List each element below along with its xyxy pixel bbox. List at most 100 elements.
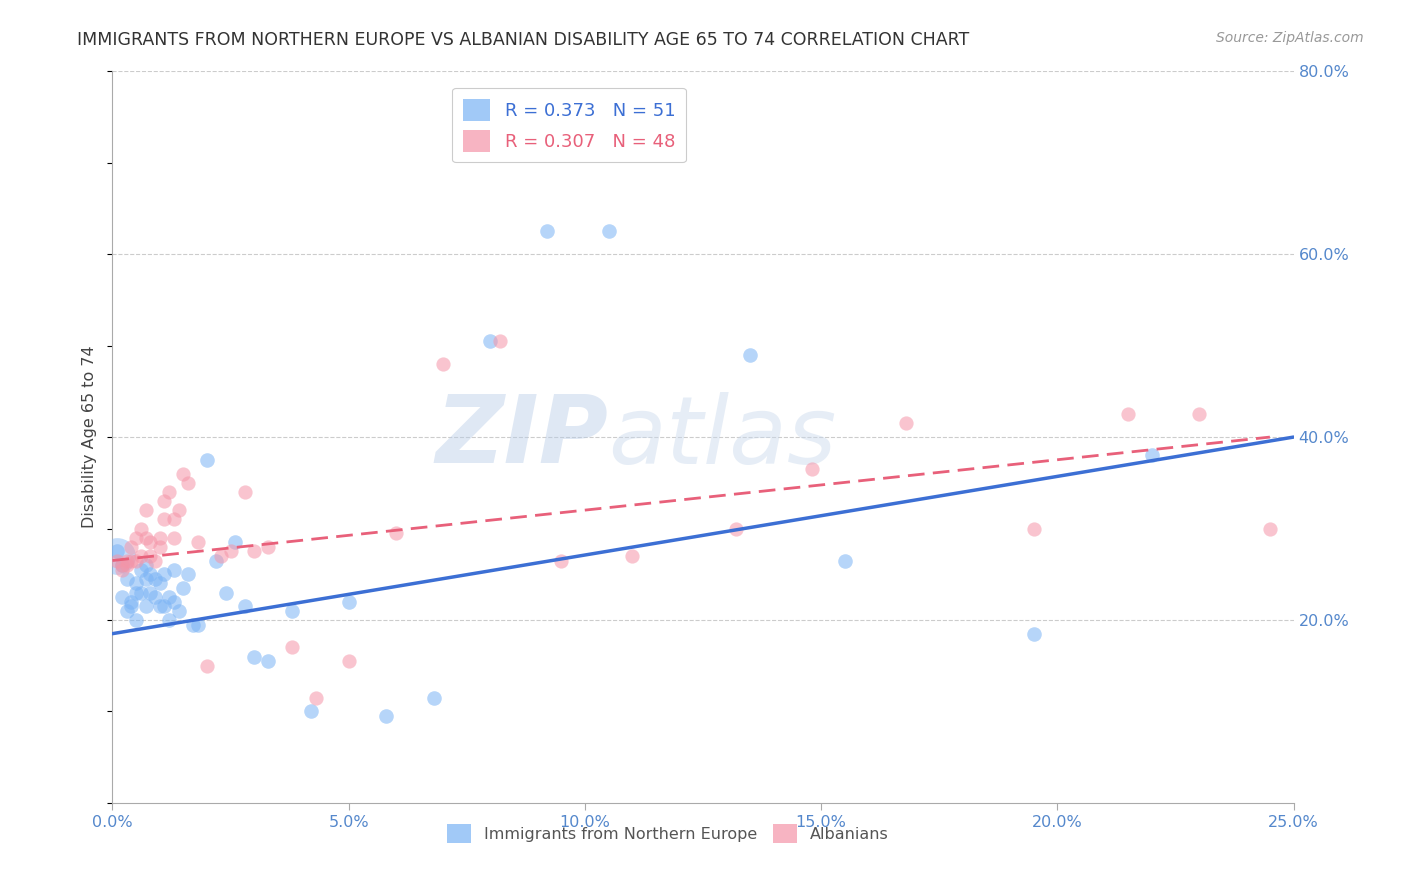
Point bbox=[224, 535, 246, 549]
Point bbox=[257, 654, 280, 668]
Point bbox=[422, 690, 444, 705]
Point bbox=[120, 599, 142, 614]
Point bbox=[1140, 448, 1163, 462]
Point bbox=[233, 485, 256, 500]
Point bbox=[215, 585, 238, 599]
Point bbox=[153, 512, 176, 526]
Point bbox=[172, 581, 194, 595]
Point bbox=[299, 705, 322, 719]
Point bbox=[1022, 626, 1045, 640]
Point bbox=[105, 553, 128, 567]
Point bbox=[894, 417, 917, 431]
Point bbox=[111, 563, 134, 577]
Point bbox=[1116, 407, 1139, 421]
Point bbox=[177, 475, 200, 490]
Point bbox=[143, 553, 166, 567]
Point bbox=[115, 558, 138, 573]
Point bbox=[105, 549, 128, 563]
Point bbox=[120, 540, 142, 554]
Point bbox=[115, 604, 138, 618]
Point bbox=[375, 709, 398, 723]
Point bbox=[149, 540, 172, 554]
Point bbox=[209, 549, 232, 563]
Point bbox=[195, 453, 218, 467]
Point bbox=[598, 224, 620, 238]
Point bbox=[281, 640, 304, 655]
Point bbox=[219, 544, 242, 558]
Point bbox=[139, 535, 162, 549]
Point bbox=[129, 521, 152, 535]
Point bbox=[129, 585, 152, 599]
Point bbox=[129, 563, 152, 577]
Point bbox=[550, 553, 572, 567]
Point bbox=[115, 553, 138, 567]
Point bbox=[337, 594, 360, 608]
Point bbox=[1258, 521, 1281, 535]
Y-axis label: Disability Age 65 to 74: Disability Age 65 to 74 bbox=[82, 346, 97, 528]
Point bbox=[135, 599, 157, 614]
Point bbox=[120, 553, 142, 567]
Point bbox=[163, 512, 186, 526]
Point bbox=[149, 531, 172, 545]
Point bbox=[143, 590, 166, 604]
Text: ZIP: ZIP bbox=[436, 391, 609, 483]
Point bbox=[834, 553, 856, 567]
Point bbox=[105, 544, 128, 558]
Point bbox=[479, 334, 502, 348]
Point bbox=[304, 690, 326, 705]
Point bbox=[489, 334, 512, 348]
Point bbox=[243, 649, 266, 664]
Point bbox=[111, 590, 134, 604]
Point bbox=[740, 348, 762, 362]
Point bbox=[135, 558, 157, 573]
Point bbox=[163, 531, 186, 545]
Point bbox=[139, 567, 162, 582]
Point bbox=[725, 521, 748, 535]
Point bbox=[167, 604, 190, 618]
Point bbox=[143, 572, 166, 586]
Text: IMMIGRANTS FROM NORTHERN EUROPE VS ALBANIAN DISABILITY AGE 65 TO 74 CORRELATION : IMMIGRANTS FROM NORTHERN EUROPE VS ALBAN… bbox=[77, 31, 970, 49]
Point bbox=[186, 535, 208, 549]
Point bbox=[153, 567, 176, 582]
Point bbox=[243, 544, 266, 558]
Point bbox=[233, 599, 256, 614]
Point bbox=[135, 572, 157, 586]
Point bbox=[153, 494, 176, 508]
Point bbox=[157, 613, 180, 627]
Legend: Immigrants from Northern Europe, Albanians: Immigrants from Northern Europe, Albania… bbox=[440, 817, 894, 850]
Point bbox=[172, 467, 194, 481]
Point bbox=[163, 563, 186, 577]
Point bbox=[149, 576, 172, 591]
Point bbox=[135, 531, 157, 545]
Point bbox=[1188, 407, 1211, 421]
Point bbox=[800, 462, 823, 476]
Point bbox=[139, 549, 162, 563]
Point bbox=[157, 590, 180, 604]
Point bbox=[257, 540, 280, 554]
Text: atlas: atlas bbox=[609, 392, 837, 483]
Point bbox=[125, 576, 148, 591]
Point bbox=[337, 654, 360, 668]
Point bbox=[1022, 521, 1045, 535]
Point bbox=[163, 594, 186, 608]
Point bbox=[432, 357, 454, 371]
Point bbox=[536, 224, 558, 238]
Point bbox=[181, 617, 204, 632]
Point bbox=[129, 549, 152, 563]
Point bbox=[621, 549, 644, 563]
Point bbox=[125, 613, 148, 627]
Point bbox=[281, 604, 304, 618]
Point bbox=[125, 585, 148, 599]
Point bbox=[111, 558, 134, 573]
Point bbox=[125, 553, 148, 567]
Point bbox=[111, 558, 134, 573]
Point bbox=[120, 594, 142, 608]
Point bbox=[195, 658, 218, 673]
Point bbox=[153, 599, 176, 614]
Point bbox=[205, 553, 228, 567]
Point bbox=[157, 485, 180, 500]
Point bbox=[149, 599, 172, 614]
Text: Source: ZipAtlas.com: Source: ZipAtlas.com bbox=[1216, 31, 1364, 45]
Point bbox=[385, 526, 408, 541]
Point bbox=[135, 503, 157, 517]
